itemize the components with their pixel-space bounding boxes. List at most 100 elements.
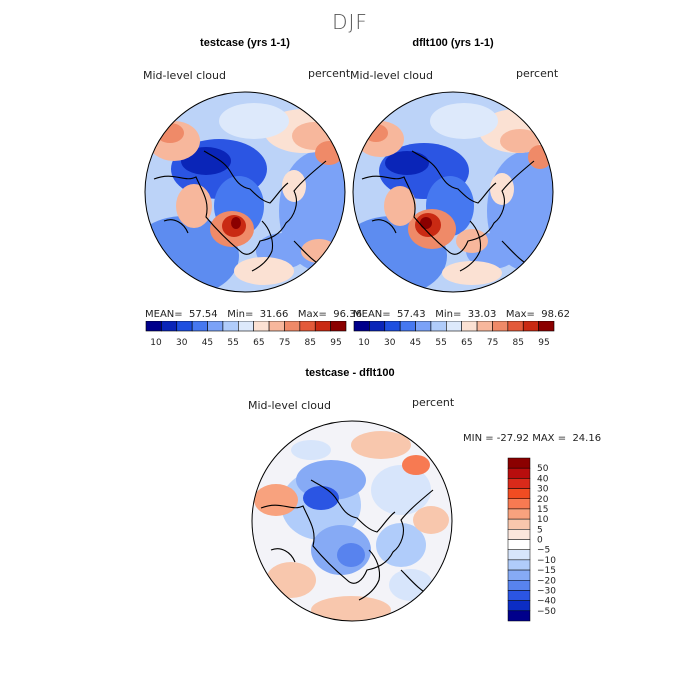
- panel2-min-value: 33.03: [467, 309, 497, 320]
- panel3-colorbar-swatch: [507, 539, 531, 550]
- panel3-colorbar-tick-label: −20: [537, 576, 556, 586]
- panel1-colorbar-swatch: [176, 321, 193, 332]
- panel2-colorbar-swatch: [430, 321, 447, 332]
- panel1-colorbar-swatch: [238, 321, 254, 332]
- panel2-colorbar-tick-label: 95: [538, 338, 549, 348]
- panel2-mean-value: 57.43: [397, 309, 426, 320]
- panel3-colorbar-swatch: [507, 610, 531, 622]
- panel2-max-value: 98.62: [541, 309, 570, 320]
- panel2-colorbar-tick-label: 55: [435, 338, 446, 348]
- panel1-max-label: Max=: [297, 309, 327, 320]
- panel2-field-label: Mid-level cloud: [350, 69, 433, 82]
- panel2-colorbar-swatch: [384, 321, 401, 332]
- panel1-title: testcase (yrs 1-1): [200, 37, 290, 49]
- panel3-colorbar-tick-label: −30: [537, 586, 556, 596]
- page-title: DJF: [332, 10, 368, 34]
- panel2-colorbar-swatch: [522, 321, 539, 332]
- panel1-colorbar-tick-label: 45: [202, 338, 213, 348]
- panel3-field: [252, 421, 452, 621]
- panel1-max-value: 96.36: [333, 309, 362, 320]
- panel2-mean-label: MEAN=: [353, 309, 391, 320]
- panel3-stats: MIN = -27.92 MAX = 24.16: [463, 433, 602, 444]
- panel2-colorbar-swatch: [415, 321, 432, 332]
- panel3-colorbar-swatch: [507, 559, 531, 571]
- panel2-colorbar-tick-label: 75: [487, 338, 498, 348]
- panel2-stats: MEAN= 57.43 Min= 33.03 Max= 98.62: [353, 309, 570, 320]
- panel2-colorbar-swatch: [446, 321, 462, 332]
- panel3-colorbar-swatch: [507, 580, 531, 591]
- panel1-colorbar-swatch: [253, 321, 270, 332]
- panel3-colorbar-tick-label: −40: [537, 597, 556, 607]
- panel3-colorbar-tick-label: 30: [537, 485, 549, 495]
- panel1-colorbar-tick-label: 55: [227, 338, 238, 348]
- panel3-title: testcase - dflt100: [305, 367, 395, 379]
- panel2-colorbar-swatch: [507, 321, 524, 332]
- panel1-stats: MEAN= 57.54 Min= 31.66 Max= 96.36: [145, 309, 362, 320]
- panel1-min-label: Min=: [227, 309, 254, 320]
- panel1-colorbar-swatch: [161, 321, 178, 332]
- panel1-colorbar-swatch: [314, 321, 331, 332]
- panel3-colorbar-swatch: [507, 600, 531, 612]
- panel2-colorbar-tick-label: 85: [513, 338, 524, 348]
- panel2-units-label: percent: [516, 67, 559, 80]
- panel3-colorbar-tick-label: 40: [537, 474, 549, 484]
- panel3-colorbar-tick-label: 10: [537, 515, 549, 525]
- panel2-colorbar-swatch: [399, 321, 416, 332]
- panel3-colorbar-swatch: [507, 457, 531, 469]
- panel3-colorbar-swatch: [507, 590, 531, 601]
- panel3-colorbar-swatch: [507, 518, 531, 530]
- panel1-colorbar-tick-label: 65: [253, 338, 264, 348]
- panel3-colorbar-tick-label: −15: [537, 566, 556, 576]
- panel1-polar-map: [144, 91, 346, 293]
- panel3-colorbar-swatch: [507, 549, 531, 561]
- panel1-colorbar-swatch: [145, 321, 162, 332]
- panel3-units-label: percent: [412, 396, 455, 409]
- panel2-min-label: Min=: [435, 309, 462, 320]
- panel1-colorbar-swatch: [284, 321, 301, 332]
- panel2-colorbar-swatch: [476, 321, 493, 332]
- panel1-min-value: 31.66: [259, 309, 289, 320]
- panel3-colorbar-tick-label: 0: [537, 536, 543, 546]
- panel3-colorbar-tick-label: 15: [537, 505, 548, 515]
- panel1-colorbar-swatch: [191, 321, 208, 332]
- panel2-colorbar-swatch: [353, 321, 370, 332]
- panel3-colorbar-swatch: [507, 498, 531, 510]
- panel3-colorbar-swatch: [507, 529, 531, 540]
- panel1-colorbar-swatch: [222, 321, 239, 332]
- panel2-colorbar-swatch: [461, 321, 478, 332]
- panel2-colorbar-swatch: [492, 321, 509, 332]
- panel1-colorbar-swatch: [268, 321, 285, 332]
- panel3-colorbar-swatch: [507, 569, 531, 581]
- panel2-colorbar-swatch: [369, 321, 386, 332]
- panel1-colorbar-tick-label: 75: [279, 338, 290, 348]
- panel2-colorbar-tick-label: 10: [358, 338, 370, 348]
- panel2-max-label: Max=: [505, 309, 535, 320]
- panel3-colorbar-tick-label: 5: [537, 525, 543, 535]
- panel1-mean-label: MEAN=: [145, 309, 183, 320]
- panel1-colorbar-tick-label: 95: [330, 338, 341, 348]
- panel3-colorbar-swatch: [507, 488, 531, 499]
- panel3-colorbar-swatch: [507, 508, 531, 520]
- panel1-colorbar: 10 30 45 55 65 75 85 95: [145, 321, 347, 348]
- panel3-colorbar-tick-label: −50: [537, 607, 556, 617]
- panel2-title: dflt100 (yrs 1-1): [412, 37, 494, 49]
- panel3-colorbar-tick-label: −5: [537, 546, 550, 556]
- panel3-colorbar-tick-label: 50: [537, 464, 549, 474]
- panel2-colorbar-swatch: [538, 321, 555, 332]
- panel2-colorbar-tick-label: 65: [461, 338, 472, 348]
- panel3-colorbar-tick-label: −10: [537, 556, 556, 566]
- panel3-colorbar-tick-label: 20: [537, 495, 549, 505]
- panel1-mean-value: 57.54: [189, 309, 218, 320]
- panel2-colorbar-tick-label: 45: [410, 338, 421, 348]
- panel1-field-label: Mid-level cloud: [143, 69, 226, 82]
- panel3-colorbar-swatch: [507, 467, 531, 479]
- panel1-colorbar-swatch: [207, 321, 224, 332]
- panel3-polar-map: [251, 420, 453, 622]
- panel2-colorbar: 10 30 45 55 65 75 85 95: [353, 321, 555, 348]
- panel1-colorbar-tick-label: 30: [176, 338, 188, 348]
- panel1-colorbar-tick-label: 85: [305, 338, 316, 348]
- panel1-colorbar-tick-label: 10: [150, 338, 162, 348]
- panel2-polar-map: [352, 91, 554, 293]
- panel1-colorbar-swatch: [299, 321, 316, 332]
